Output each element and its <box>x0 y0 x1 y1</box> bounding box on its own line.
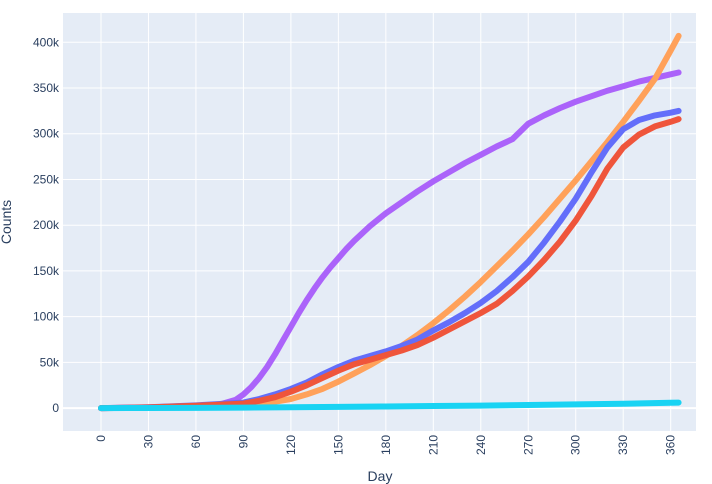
x-axis-title: Day <box>368 468 393 484</box>
y-axis-title: Counts <box>0 200 14 244</box>
x-tick-label: 0 <box>94 435 108 442</box>
x-tick-label: 60 <box>189 435 203 449</box>
x-tick-label: 120 <box>284 435 298 455</box>
series-line-2 <box>98 32 682 412</box>
y-tick-label: 400k <box>33 35 60 49</box>
x-tick-label: 30 <box>141 435 155 449</box>
x-tick-label: 360 <box>664 435 678 455</box>
y-tick-label: 300k <box>33 127 60 141</box>
y-tick-label: 200k <box>33 218 60 232</box>
x-tick-label: 300 <box>569 435 583 455</box>
x-axis-ticks: 0 30 60 90 120 150 180 210 240 270 300 330 360 <box>94 435 678 455</box>
y-tick-label: 350k <box>33 81 60 95</box>
y-tick-label: 150k <box>33 264 60 278</box>
x-tick-label: 330 <box>616 435 630 455</box>
x-tick-label: 210 <box>426 435 440 455</box>
series-lines <box>98 32 682 412</box>
grid-lines <box>63 13 696 431</box>
y-tick-label: 50k <box>40 355 60 369</box>
series-line-1 <box>98 69 682 412</box>
x-tick-label: 180 <box>379 435 393 455</box>
y-axis-ticks: 0 50k 100k 150k 200k 250k 300k 350k 400k <box>33 35 60 415</box>
series-line-4 <box>98 116 682 412</box>
x-tick-label: 90 <box>236 435 250 449</box>
x-tick-label: 270 <box>521 435 535 455</box>
y-tick-label: 0 <box>52 401 59 415</box>
x-tick-label: 150 <box>331 435 345 455</box>
y-tick-label: 250k <box>33 172 60 186</box>
series-line-5 <box>98 399 682 412</box>
y-tick-label: 100k <box>33 310 60 324</box>
x-tick-label: 240 <box>474 435 488 455</box>
